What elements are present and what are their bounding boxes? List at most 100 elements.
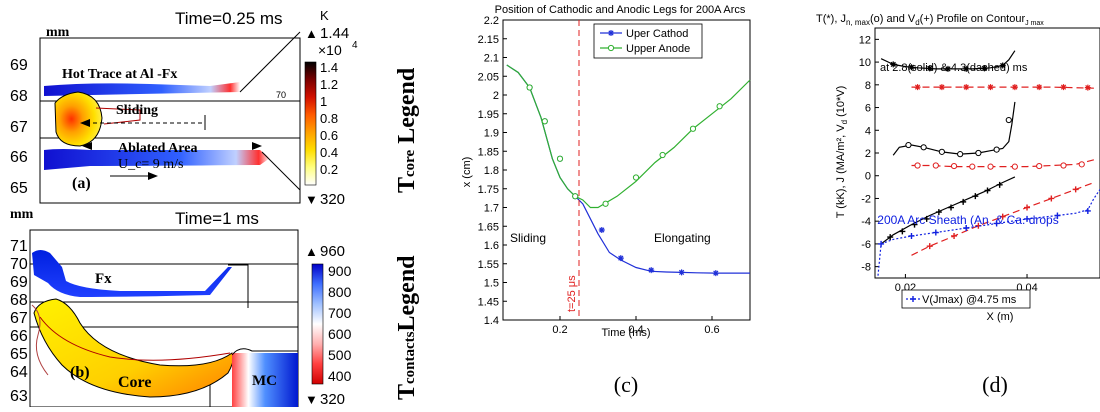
panel-d-ylabel-part: T (kK), J (MA/m², V: [835, 124, 847, 219]
data-point-plus: [1085, 208, 1091, 214]
colorbar-b-min: 320: [320, 391, 345, 407]
data-point-star: [963, 84, 969, 90]
panel-a-arrowhead: [252, 142, 262, 150]
panel-a-arrowhead: [148, 172, 158, 180]
data-point-circle: [573, 194, 578, 199]
panel-c-label: (c): [614, 372, 638, 397]
contacts-legend-main: T: [394, 384, 420, 400]
panel-d: T(*), Jn, max(o) and Vd(+) Profile on Co…: [770, 0, 1100, 407]
panel-a-ytick: 65: [10, 180, 28, 197]
data-point-circle: [933, 163, 938, 168]
colorbar-a-multiplier: ×10: [318, 42, 342, 58]
panel-c-svg: Position of Cathodic and Anodic Legs for…: [440, 0, 770, 407]
data-point-circle: [988, 164, 993, 169]
panel-d-title-part: (+) Profile on Contour: [920, 13, 1026, 25]
panel-d-series: [878, 51, 1100, 276]
panel-d-ytick-label: -8: [861, 262, 871, 274]
panel-b-ytick: 65: [10, 346, 28, 363]
core-legend-svg: Tcore Legend: [392, 25, 424, 195]
colorbar-a-min: 320: [320, 191, 345, 205]
colorbar-a-bar: [305, 62, 316, 185]
panel-c-ytick-label: 1.7: [484, 203, 499, 215]
panel-b-ytick: 71: [10, 238, 28, 255]
colorbar-b-tick: 900: [328, 263, 352, 279]
data-point-circle: [1037, 163, 1042, 168]
panel-b-fx-region: [32, 250, 232, 297]
colorbar-a-tick: 0.2: [320, 162, 338, 177]
colorbar-a-tick: 0.4: [320, 145, 338, 160]
colorbar-a-tick: 1: [320, 94, 327, 109]
data-point-star: [908, 64, 914, 70]
panel-b-ytick: 69: [10, 274, 28, 291]
data-point-star: [988, 84, 994, 90]
colorbar-b-tick: 600: [328, 326, 352, 342]
data-point-plus: [927, 243, 933, 249]
panel-d-series-line: [912, 87, 1094, 88]
panel-d-ytick-label: 6: [865, 103, 871, 115]
panel-a-ytick: 66: [10, 149, 28, 166]
data-point-plus: [933, 230, 939, 236]
core-legend-caption: Tcore Legend: [392, 25, 424, 195]
data-point-star: [679, 269, 685, 275]
panel-a-yticks: 69 68 67 66 65: [10, 57, 28, 197]
panel-b-ytick: 63: [10, 388, 28, 405]
data-point-star: [939, 84, 945, 90]
panel-c-ytick-label: 1.55: [478, 259, 499, 271]
panel-c-ytick-label: 1.45: [478, 296, 499, 308]
data-point-star: [915, 84, 921, 90]
panel-d-ytick-label: 4: [865, 125, 871, 137]
panel-d-ytick-label: -2: [861, 193, 871, 205]
panel-d-label: (d): [982, 372, 1008, 397]
data-point-circle: [660, 152, 665, 157]
contacts-legend-text: TcontactsLegend: [394, 255, 420, 400]
panel-d-ytick-label: -6: [861, 239, 871, 251]
data-point-plus: [1048, 195, 1054, 201]
data-point-plus: [951, 233, 957, 239]
panel-a-hot-core: [55, 92, 102, 146]
panel-d-title-part: (o) and V: [870, 13, 916, 25]
panel-b-title: Time=1 ms: [175, 209, 259, 228]
panel-c-legend: Uper Cathod Upper Anode: [594, 24, 702, 58]
data-point-circle: [608, 45, 613, 50]
panel-c-xlabel: Time (ms): [601, 327, 650, 339]
panel-b-ylabel: mm: [10, 207, 34, 222]
panel-d-ylabel: T (kK), J (MA/m², Vd (10*V): [835, 86, 849, 219]
panel-a-ytick: 69: [10, 57, 28, 74]
panel-d-xlabel: X (m): [987, 311, 1014, 323]
legend-uper-cathod: Uper Cathod: [626, 28, 688, 40]
panel-a-title: Time=0.25 ms: [175, 9, 283, 28]
data-point-circle: [557, 156, 562, 161]
data-point-circle: [970, 164, 975, 169]
panel-b-yticks: 71 70 69 68 67 66 65 64 63: [10, 238, 28, 405]
panel-d-legend: V(Jmax) @4.75 ms: [902, 290, 1030, 308]
data-point-star: [890, 61, 896, 67]
panel-c-vline-label: t=25 μs: [566, 275, 578, 312]
panel-a-ytick: 67: [10, 119, 28, 136]
core-legend-sub: core: [402, 149, 418, 177]
panel-d-series-line: [878, 189, 1100, 275]
panel-c-title: Position of Cathodic and Anodic Legs for…: [495, 4, 746, 16]
data-point-circle: [958, 152, 963, 157]
colorbar-a-ticks: 1.4 1.2 1 0.8 0.6 0.4 0.2: [320, 60, 338, 177]
panel-d-ytick-label: 12: [859, 34, 871, 46]
data-point-star: [1085, 85, 1091, 91]
panel-b-ytick: 68: [10, 292, 28, 309]
annotation-mc: MC: [252, 373, 277, 389]
annotation-arc-sheath: 200A Arc Sheath (An. & Ca. drops: [877, 213, 1058, 227]
panel-c-ytick-label: 1.75: [478, 184, 499, 196]
colorbar-b-ticks: 900 800 700 600 500 400: [328, 263, 352, 384]
data-point-circle: [1006, 117, 1011, 122]
data-point-circle: [717, 104, 722, 109]
annotation-ablated-area: Ablated Area: [118, 141, 197, 156]
data-point-circle: [542, 119, 547, 124]
colorbar-a-tick: 1.2: [320, 77, 338, 92]
colorbar-b-tick: 700: [328, 305, 352, 321]
panel-d-ylabel-part: (10*V): [835, 86, 847, 120]
colorbar-b-max: 960: [320, 243, 345, 260]
panel-d-svg: T(*), Jn, max(o) and Vd(+) Profile on Co…: [770, 0, 1100, 407]
data-point-star: [648, 267, 654, 273]
data-point-star: [945, 66, 951, 72]
colorbar-a-tick: 1.4: [320, 60, 338, 75]
annotation-seventy: 70: [276, 90, 286, 100]
colorbar-b-bar: [312, 264, 323, 384]
